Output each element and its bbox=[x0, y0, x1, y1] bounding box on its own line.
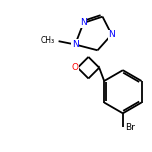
Text: Br: Br bbox=[125, 123, 135, 132]
Text: CH₃: CH₃ bbox=[40, 36, 54, 45]
Text: O: O bbox=[72, 63, 79, 72]
Text: N: N bbox=[80, 18, 87, 28]
Text: N: N bbox=[108, 30, 115, 39]
Text: N: N bbox=[72, 40, 79, 49]
